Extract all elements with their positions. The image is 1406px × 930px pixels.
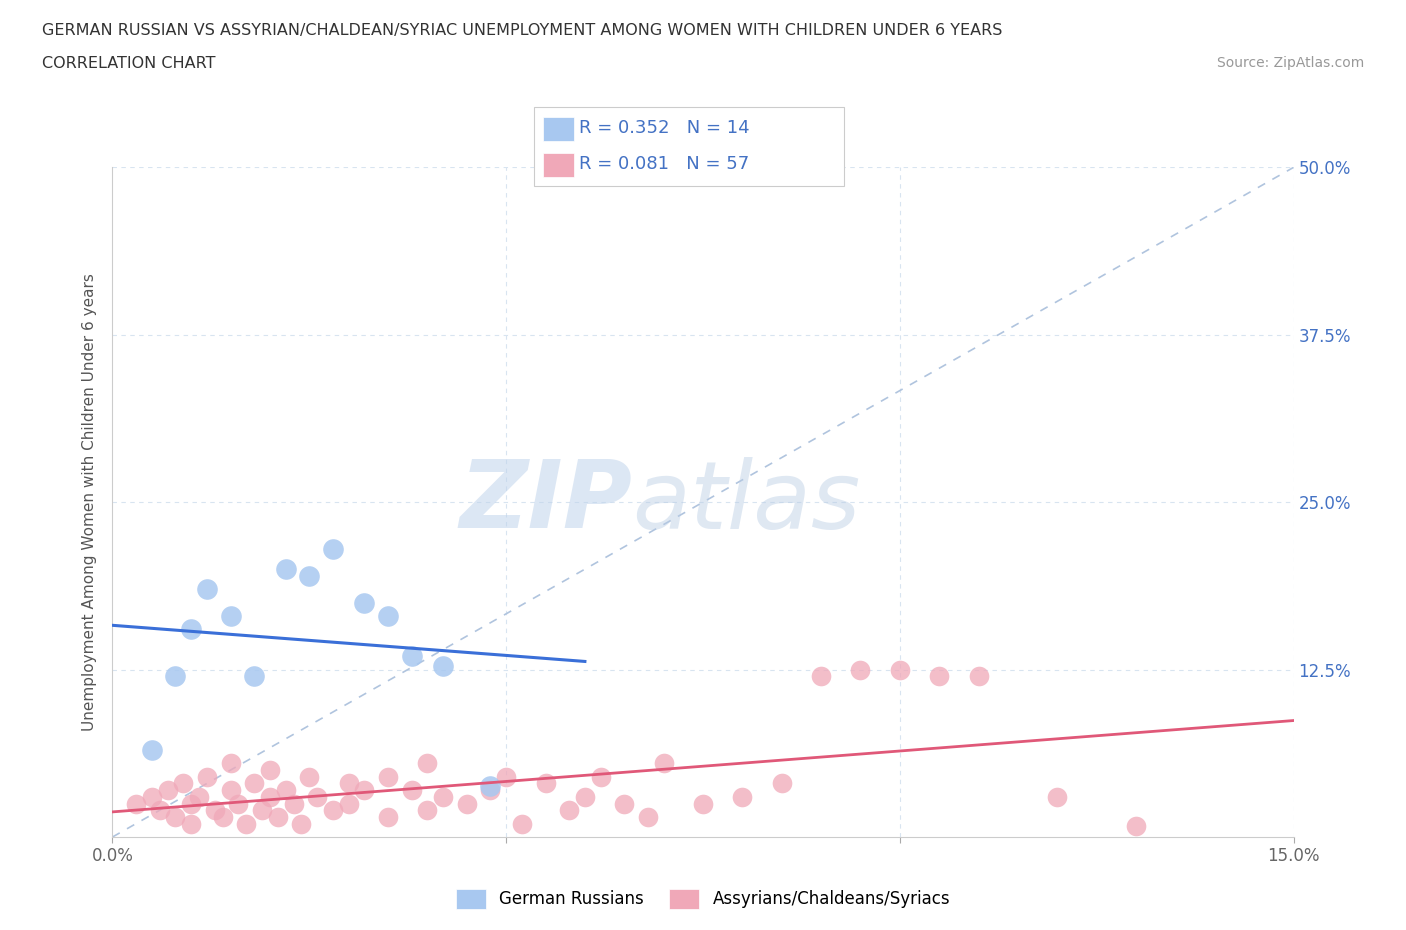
Text: Source: ZipAtlas.com: Source: ZipAtlas.com <box>1216 56 1364 70</box>
Point <box>353 595 375 610</box>
Point <box>250 803 273 817</box>
Legend: German Russians, Assyrians/Chaldeans/Syriacs: German Russians, Assyrians/Chaldeans/Syr… <box>450 882 956 916</box>
Point <box>1046 790 1069 804</box>
Point <box>298 568 321 583</box>
Point <box>298 769 321 784</box>
Point <box>1125 818 1147 833</box>
Point <box>219 756 242 771</box>
Point <box>141 790 163 804</box>
Point <box>125 796 148 811</box>
Point <box>731 790 754 804</box>
Point <box>172 776 194 790</box>
Point <box>613 796 636 811</box>
Point <box>267 809 290 824</box>
Point <box>495 769 517 784</box>
Text: GERMAN RUSSIAN VS ASSYRIAN/CHALDEAN/SYRIAC UNEMPLOYMENT AMONG WOMEN WITH CHILDRE: GERMAN RUSSIAN VS ASSYRIAN/CHALDEAN/SYRI… <box>42 23 1002 38</box>
Point <box>322 803 344 817</box>
Point <box>479 783 502 798</box>
Point <box>290 817 312 831</box>
Point <box>235 817 257 831</box>
Point <box>243 776 266 790</box>
Point <box>479 778 502 793</box>
Point <box>156 783 179 798</box>
Point <box>692 796 714 811</box>
Point <box>274 562 297 577</box>
Point <box>283 796 305 811</box>
Point <box>589 769 612 784</box>
Point <box>337 796 360 811</box>
Point <box>180 796 202 811</box>
Point <box>274 783 297 798</box>
Point <box>456 796 478 811</box>
Point <box>401 649 423 664</box>
Point <box>574 790 596 804</box>
Point <box>180 817 202 831</box>
Point <box>322 541 344 556</box>
Point <box>967 669 990 684</box>
Point <box>165 669 187 684</box>
Point <box>195 769 218 784</box>
Point <box>432 658 454 673</box>
Point <box>534 776 557 790</box>
Text: R = 0.352   N = 14: R = 0.352 N = 14 <box>579 119 749 138</box>
Point <box>510 817 533 831</box>
Point <box>219 608 242 623</box>
Text: ZIP: ZIP <box>460 457 633 548</box>
Point <box>377 809 399 824</box>
Point <box>770 776 793 790</box>
Point <box>337 776 360 790</box>
Point <box>377 608 399 623</box>
Point <box>377 769 399 784</box>
Point <box>849 662 872 677</box>
Y-axis label: Unemployment Among Women with Children Under 6 years: Unemployment Among Women with Children U… <box>82 273 97 731</box>
Point <box>141 742 163 757</box>
Point <box>211 809 233 824</box>
Point <box>243 669 266 684</box>
Point <box>219 783 242 798</box>
Point <box>228 796 250 811</box>
Point <box>180 622 202 637</box>
Point <box>928 669 950 684</box>
Point <box>810 669 832 684</box>
Point <box>401 783 423 798</box>
Text: R = 0.081   N = 57: R = 0.081 N = 57 <box>579 154 749 173</box>
Point <box>416 756 439 771</box>
Text: CORRELATION CHART: CORRELATION CHART <box>42 56 215 71</box>
Point <box>149 803 172 817</box>
Text: atlas: atlas <box>633 457 860 548</box>
Point <box>188 790 211 804</box>
Point <box>259 763 281 777</box>
Point <box>165 809 187 824</box>
Point <box>353 783 375 798</box>
Point <box>307 790 329 804</box>
Point <box>432 790 454 804</box>
Point <box>889 662 911 677</box>
Point <box>195 582 218 597</box>
Point <box>416 803 439 817</box>
Point <box>652 756 675 771</box>
Point <box>637 809 659 824</box>
Point <box>259 790 281 804</box>
Point <box>204 803 226 817</box>
Point <box>558 803 581 817</box>
